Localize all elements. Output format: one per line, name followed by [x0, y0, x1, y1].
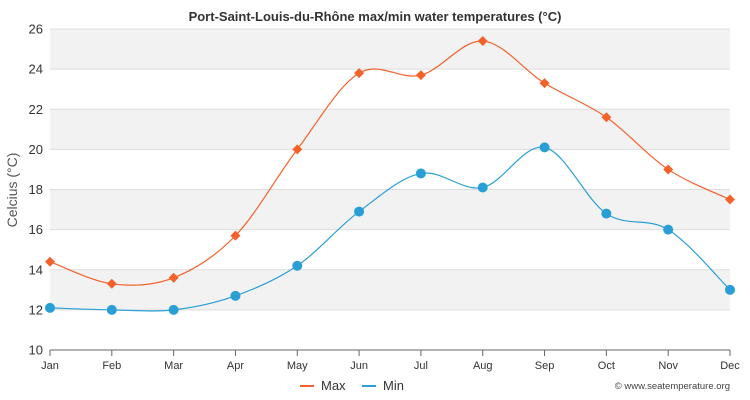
- y-tick-label: 20: [29, 142, 43, 157]
- x-tick-label: May: [287, 360, 308, 372]
- legend-label-min: Min: [383, 378, 404, 393]
- plot-band: [50, 269, 730, 310]
- y-tick-label: 12: [29, 302, 43, 317]
- plot-band: [50, 29, 730, 70]
- x-tick-label: Mar: [164, 360, 183, 372]
- x-tick-label: Aug: [473, 360, 493, 372]
- data-point-min[interactable]: [725, 284, 735, 295]
- data-point-min[interactable]: [292, 260, 303, 271]
- data-point-min[interactable]: [539, 142, 550, 153]
- data-point-max[interactable]: [230, 230, 241, 241]
- data-point-max[interactable]: [415, 70, 426, 81]
- x-tick-label: Oct: [598, 360, 615, 372]
- legend-item-min[interactable]: Min: [362, 378, 404, 393]
- data-point-min[interactable]: [663, 224, 674, 235]
- data-point-max[interactable]: [354, 68, 365, 79]
- y-tick-label: 18: [29, 182, 43, 197]
- x-tick-label: Dec: [720, 360, 740, 372]
- data-point-max[interactable]: [539, 78, 550, 89]
- x-tick-label: Nov: [658, 360, 678, 372]
- y-tick-label: 10: [29, 343, 43, 358]
- y-axis-label: Celcius (°C): [4, 153, 20, 228]
- y-tick-label: 26: [29, 22, 43, 37]
- y-tick-label: 16: [29, 222, 43, 237]
- data-point-min[interactable]: [601, 208, 612, 219]
- data-point-min[interactable]: [106, 304, 117, 315]
- x-tick-label: Apr: [227, 360, 244, 372]
- series-line-max: [49, 40, 731, 286]
- y-axis-ticks: 10 12 14 16 18 20 22 24 26: [29, 22, 43, 358]
- plot-band: [50, 189, 730, 230]
- data-point-min[interactable]: [45, 302, 55, 313]
- data-point-max[interactable]: [168, 272, 179, 283]
- y-tick-label: 24: [29, 62, 43, 77]
- x-axis-ticks: Jan Feb Mar Apr May Jun Jul Aug Sep Oct Nov Dec: [41, 349, 740, 372]
- legend-label-max: Max: [321, 378, 346, 393]
- data-point-min[interactable]: [477, 182, 488, 193]
- data-point-min[interactable]: [354, 206, 365, 217]
- legend: Max Min: [300, 378, 404, 393]
- y-tick-label: 22: [29, 102, 43, 117]
- y-tick-label: 14: [29, 262, 43, 277]
- data-point-max[interactable]: [725, 194, 735, 205]
- credit-text: © www.seatemperature.org: [615, 381, 730, 392]
- data-point-max[interactable]: [106, 278, 117, 289]
- data-point-max[interactable]: [663, 164, 674, 175]
- data-point-max[interactable]: [601, 112, 612, 123]
- x-tick-label: Sep: [535, 360, 555, 372]
- chart-title: Port-Saint-Louis-du-Rhône max/min water …: [189, 9, 562, 24]
- x-tick-label: Feb: [102, 360, 121, 372]
- legend-item-max[interactable]: Max: [300, 378, 346, 393]
- data-point-min[interactable]: [230, 290, 241, 301]
- data-point-max[interactable]: [477, 36, 488, 47]
- x-tick-label: Jul: [414, 360, 428, 372]
- data-point-min[interactable]: [168, 304, 179, 315]
- data-point-max[interactable]: [45, 256, 55, 267]
- x-tick-label: Jun: [350, 360, 368, 372]
- data-point-max[interactable]: [292, 144, 303, 155]
- plot-bands: [50, 29, 730, 310]
- series-group: [45, 36, 735, 315]
- plot-band: [50, 109, 730, 150]
- data-point-min[interactable]: [415, 168, 426, 179]
- x-tick-label: Jan: [41, 360, 59, 372]
